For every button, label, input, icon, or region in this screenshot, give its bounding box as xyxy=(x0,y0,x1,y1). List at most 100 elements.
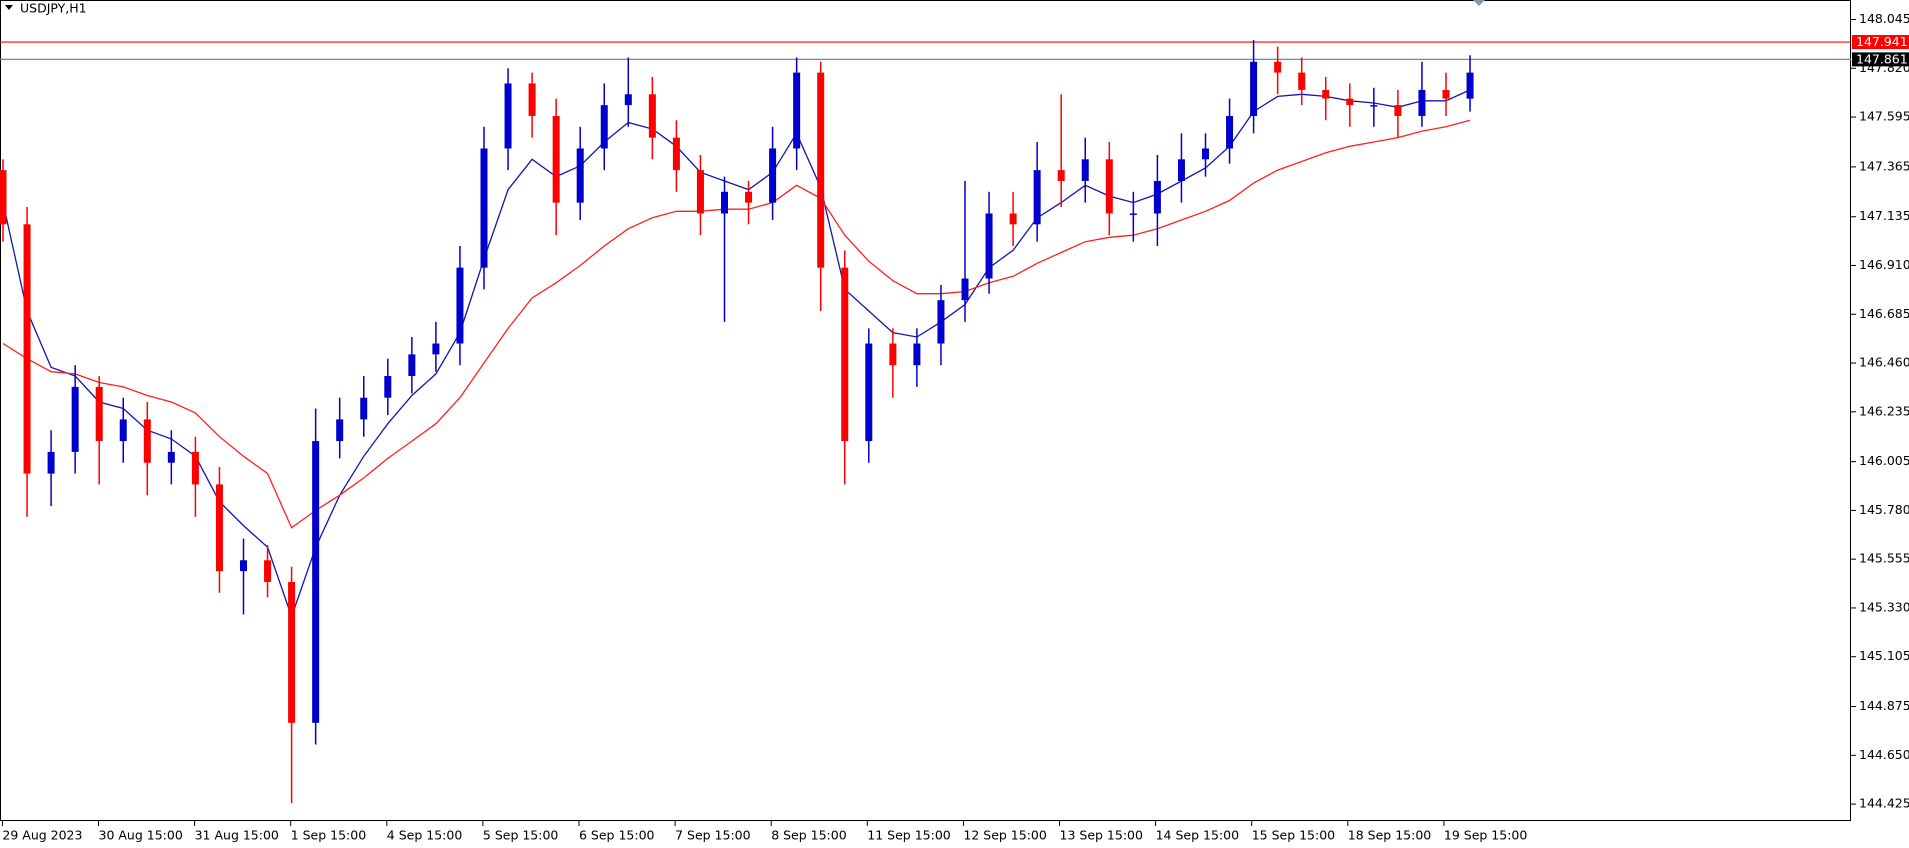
x-tick-label: 29 Aug 2023 xyxy=(2,828,82,843)
y-tick-label: 148.045 xyxy=(1859,11,1909,26)
candle-body xyxy=(432,343,440,355)
moving-average xyxy=(2,119,1471,529)
x-tick-label: 13 Sep 15:00 xyxy=(1060,828,1143,843)
candle-body xyxy=(696,170,704,214)
candle-body xyxy=(384,376,392,398)
price-label: 147.941 xyxy=(1856,34,1908,49)
candle-body xyxy=(1057,170,1065,181)
candle-body xyxy=(1153,180,1161,214)
candle-body xyxy=(1466,72,1474,99)
candle-body xyxy=(191,451,199,485)
x-tick-label: 6 Sep 15:00 xyxy=(579,828,655,843)
x-tick-label: 30 Aug 15:00 xyxy=(99,828,183,843)
candle-body xyxy=(841,267,849,442)
x-tick-label: 18 Sep 15:00 xyxy=(1348,828,1431,843)
candle-body xyxy=(1033,170,1041,225)
plot-frame xyxy=(0,0,1851,821)
candle-body xyxy=(817,72,825,268)
candle-body xyxy=(1129,213,1137,215)
candle-body xyxy=(504,83,512,149)
candle-body xyxy=(576,148,584,203)
candle-body xyxy=(480,148,488,268)
candle-body xyxy=(312,441,320,723)
candle-body xyxy=(240,560,247,572)
candle-body xyxy=(1105,159,1113,214)
candle-body xyxy=(1202,148,1209,160)
y-tick-label: 147.365 xyxy=(1859,158,1909,173)
candle-body xyxy=(793,72,801,149)
candle-body xyxy=(1298,72,1306,90)
marker xyxy=(1473,0,1485,6)
candle-body xyxy=(745,191,753,203)
candle-body xyxy=(528,83,536,116)
candle-body xyxy=(648,94,656,138)
candle-body xyxy=(264,560,272,582)
x-tick-label: 11 Sep 15:00 xyxy=(867,828,950,843)
candle-body xyxy=(769,148,777,203)
candle-body xyxy=(1177,159,1185,181)
candle-body xyxy=(961,278,969,301)
y-tick-label: 144.875 xyxy=(1859,698,1909,713)
candle-body xyxy=(1442,89,1450,99)
candle-body xyxy=(913,343,921,366)
candle-body xyxy=(336,419,344,442)
candle-body xyxy=(985,213,993,279)
candle-body xyxy=(1394,105,1402,116)
y-tick-label: 145.780 xyxy=(1859,502,1909,517)
candle-body xyxy=(47,451,55,474)
menu-arrow[interactable] xyxy=(5,5,13,10)
x-tick-label: 1 Sep 15:00 xyxy=(291,828,367,843)
candle-body xyxy=(23,224,31,474)
candle-body xyxy=(1274,61,1282,73)
candle-body xyxy=(1009,213,1017,225)
candle-body xyxy=(1250,61,1258,116)
candle-body xyxy=(1418,89,1426,116)
candle-body xyxy=(1322,89,1330,99)
candle-body xyxy=(215,484,223,572)
candle-body xyxy=(1226,115,1234,149)
x-tick-label: 31 Aug 15:00 xyxy=(195,828,279,843)
candle-body xyxy=(624,94,632,106)
y-tick-label: 146.005 xyxy=(1859,453,1909,468)
candle-body xyxy=(408,354,416,377)
candle-body xyxy=(456,267,464,344)
x-tick-label: 4 Sep 15:00 xyxy=(387,828,463,843)
moving-average xyxy=(2,89,1471,619)
candle-body xyxy=(889,343,897,366)
y-tick-label: 146.910 xyxy=(1859,257,1909,272)
price-label-box xyxy=(1852,52,1909,67)
y-tick-label: 147.135 xyxy=(1859,208,1909,223)
x-tick-label: 5 Sep 15:00 xyxy=(483,828,559,843)
candle-body xyxy=(600,105,608,149)
candle-body xyxy=(1346,98,1354,106)
x-tick-label: 15 Sep 15:00 xyxy=(1252,828,1335,843)
y-tick-label: 145.330 xyxy=(1859,599,1909,614)
chart-title: USDJPY,H1 xyxy=(20,1,87,16)
candle-body xyxy=(143,419,151,463)
x-tick-label: 7 Sep 15:00 xyxy=(675,828,751,843)
candle-body xyxy=(119,419,127,442)
candle-body xyxy=(937,300,945,344)
x-tick-label: 12 Sep 15:00 xyxy=(963,828,1046,843)
y-tick-label: 144.650 xyxy=(1859,747,1909,762)
y-tick-label: 144.425 xyxy=(1859,796,1909,811)
y-tick-label: 146.235 xyxy=(1859,403,1909,418)
candle-body xyxy=(0,170,7,225)
candle-body xyxy=(360,397,368,420)
candle-body xyxy=(167,451,175,463)
x-tick-label: 8 Sep 15:00 xyxy=(771,828,847,843)
price-label: 147.861 xyxy=(1856,51,1908,66)
candle-body xyxy=(71,386,79,452)
x-tick-label: 14 Sep 15:00 xyxy=(1156,828,1239,843)
y-tick-label: 145.105 xyxy=(1859,648,1909,663)
candle-body xyxy=(1081,159,1089,181)
y-tick-label: 145.555 xyxy=(1859,551,1909,566)
x-tick-label: 19 Sep 15:00 xyxy=(1444,828,1527,843)
candle-body xyxy=(1370,105,1378,107)
candle-body xyxy=(552,115,560,203)
candle-body xyxy=(95,386,103,442)
y-tick-label: 146.460 xyxy=(1859,355,1909,370)
candle-body xyxy=(865,343,873,442)
candle-body xyxy=(721,191,728,214)
